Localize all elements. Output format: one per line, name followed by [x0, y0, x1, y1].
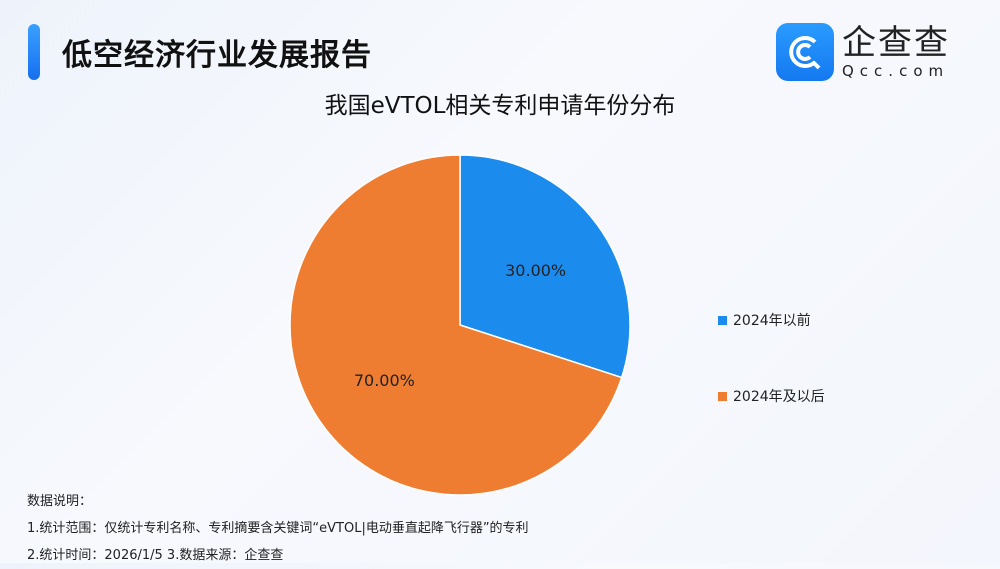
legend-item-0: 2024年以前 [718, 310, 811, 330]
pie-data-label-0: 30.00% [505, 261, 566, 280]
notes-line-1: 1.统计范围：仅统计专利名称、专利摘要含关键词“eVTOL|电动垂直起降飞行器”… [27, 521, 529, 536]
title-accent-bar [28, 24, 40, 80]
qcc-logo: 企查查 Qcc.com [776, 23, 950, 81]
pie-data-label-1: 70.00% [354, 371, 415, 390]
legend-swatch [718, 315, 727, 325]
legend-label: 2024年以前 [733, 313, 811, 329]
logo-en-text: Qcc.com [842, 62, 950, 80]
chart-title: 我国eVTOL相关专利申请年份分布 [324, 93, 676, 119]
notes-line-2: 2.统计时间：2026/1/5 3.数据来源：企查查 [27, 548, 284, 563]
legend-item-1: 2024年及以后 [718, 386, 825, 406]
data-notes: 数据说明： 1.统计范围：仅统计专利名称、专利摘要含关键词“eVTOL|电动垂直… [27, 488, 529, 569]
qcc-logo-icon [776, 23, 834, 81]
legend-swatch [718, 391, 727, 401]
legend-label: 2024年及以后 [733, 389, 825, 405]
notes-heading: 数据说明： [27, 494, 93, 509]
pie-slice-0 [459, 154, 631, 379]
pie-slice-1 [289, 154, 623, 496]
logo-cn-text: 企查查 [842, 23, 950, 63]
page-title: 低空经济行业发展报告 [62, 38, 372, 73]
